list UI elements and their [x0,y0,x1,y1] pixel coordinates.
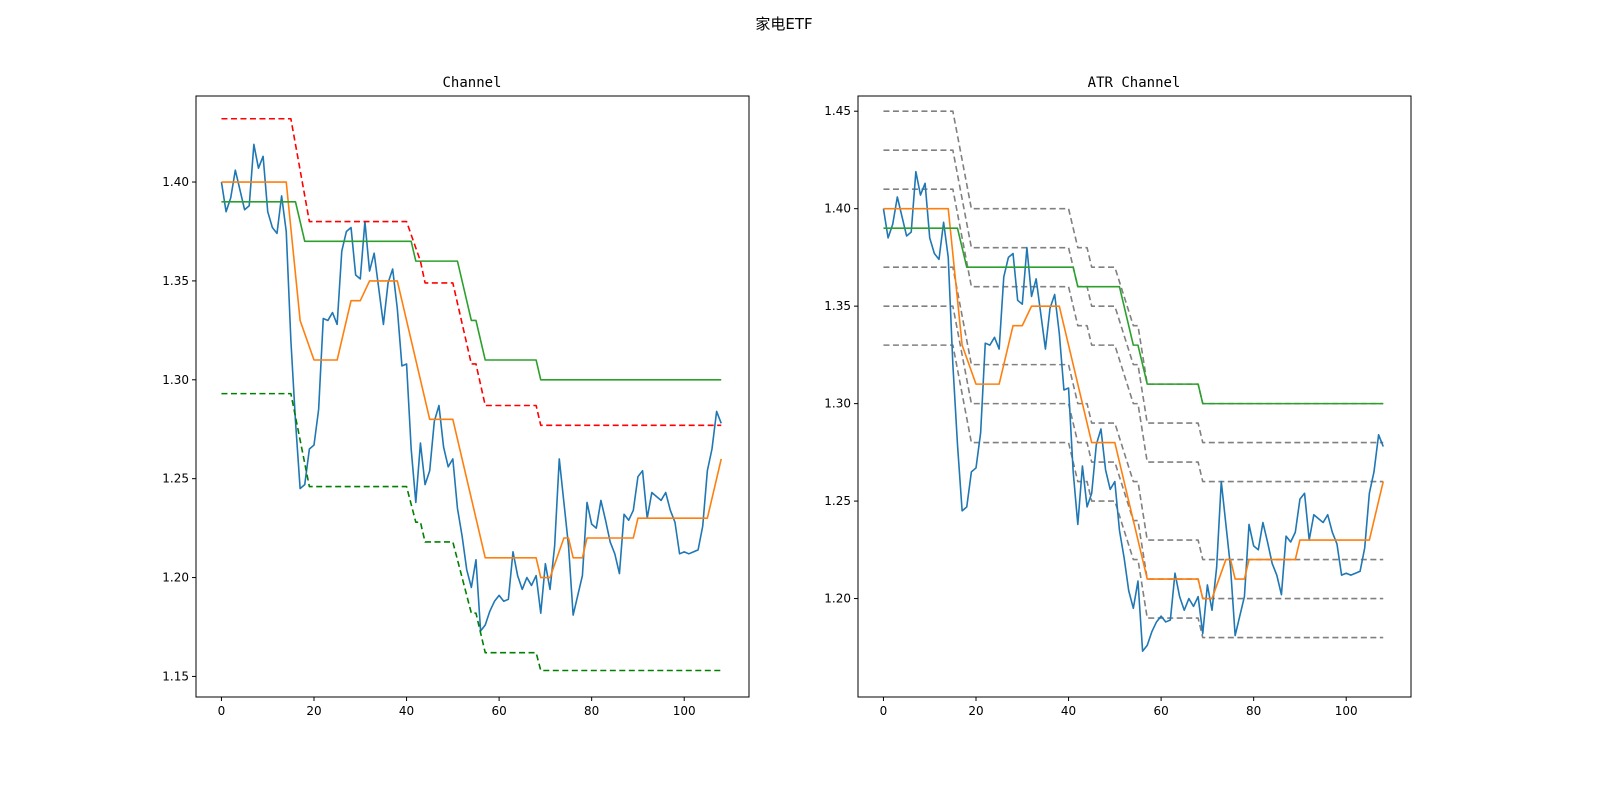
atr-channel-ytick-label: 1.30 [824,397,851,411]
channel-ytick-label: 1.20 [162,571,189,585]
channel-title: Channel [442,75,501,91]
atr-channel-ytick-label: 1.45 [824,104,851,118]
channel-axes: Channel 0 20 40 60 80 100 1.15 1.20 1.25 1.30 1.35… [162,75,750,718]
atr-channel-ytick-label: 1.25 [824,494,851,508]
channel-xtick-label: 40 [399,704,414,718]
atr-channel-axes-frame [857,95,1412,698]
atr-channel-xtick-label: 100 [1335,704,1358,718]
atr-channel-xtick-label: 80 [1246,704,1261,718]
atr-channel-xtick-label: 0 [880,704,888,718]
atr-channel-xtick-label: 60 [1153,704,1168,718]
atr-channel-xtick-label: 40 [1061,704,1076,718]
channel-ytick-label: 1.30 [162,373,189,387]
channel-xtick-label: 80 [584,704,599,718]
channel-xtick-label: 60 [491,704,506,718]
atr-channel-series-gray-3 [883,266,1384,561]
channel-xtick-label: 20 [306,704,321,718]
channel-series-price-0 [220,143,722,632]
channel-series-red-3 [221,117,722,427]
channel-xtick-label: 100 [673,704,696,718]
atr-channel-series-gray-5 [883,344,1384,639]
atr-channel-series-gray-2 [883,188,1384,483]
atr-channel-ytick-label: 1.35 [824,299,851,313]
atr-channel-axes: ATR Channel 0 20 40 60 80 100 1.20 1.25 1.30 1.35… [824,75,1412,718]
channel-ytick-label: 1.35 [162,274,189,288]
atr-channel-series-gray-1 [883,149,1384,444]
channel-ytick-label: 1.25 [162,472,189,486]
atr-channel-series-upper-8 [883,227,1384,405]
channel-series-green-4 [221,392,722,672]
channel-xtick-label: 0 [218,704,226,718]
atr-channel-series-price-6 [882,170,1384,652]
atr-channel-ytick-label: 1.40 [824,202,851,216]
atr-channel-series-mid-7 [883,207,1385,600]
channel-series-upper-2 [221,201,722,381]
channel-axes-frame [195,95,750,698]
channel-series-mid-1 [221,181,723,579]
atr-channel-xtick-label: 20 [968,704,983,718]
channel-ytick-label: 1.40 [162,175,189,189]
atr-channel-title: ATR Channel [1088,75,1181,91]
figure-suptitle: 家电ETF [755,15,812,33]
channel-ytick-label: 1.15 [162,669,189,683]
atr-channel-ytick-label: 1.20 [824,592,851,606]
